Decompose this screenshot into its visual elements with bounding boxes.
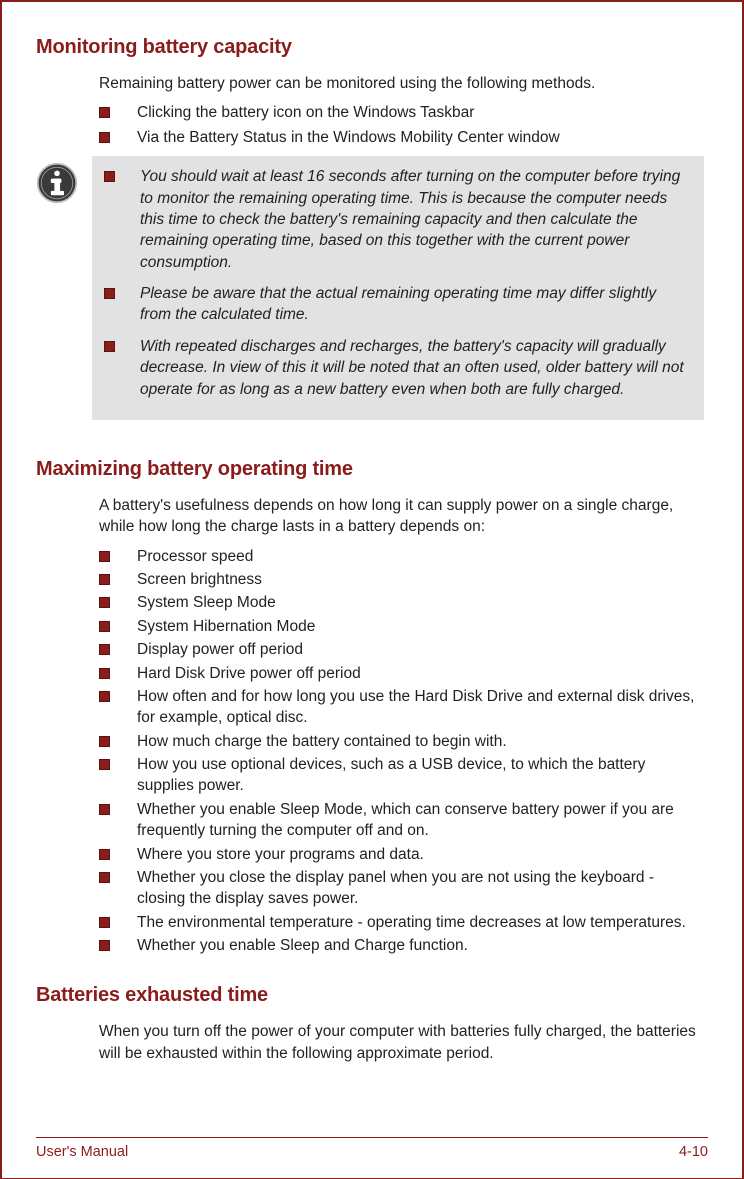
- section2-lead: A battery's usefulness depends on how lo…: [99, 495, 704, 538]
- list-item: Whether you enable Sleep Mode, which can…: [99, 799, 704, 842]
- list-item: Whether you close the display panel when…: [99, 867, 704, 910]
- list-item: Screen brightness: [99, 569, 704, 590]
- list-item: Whether you enable Sleep and Charge func…: [99, 935, 704, 956]
- heading-monitoring-battery: Monitoring battery capacity: [36, 36, 708, 59]
- section2-body: A battery's usefulness depends on how lo…: [99, 495, 704, 957]
- info-icon: [36, 162, 78, 209]
- section3-lead: When you turn off the power of your comp…: [99, 1021, 704, 1064]
- page-frame: Monitoring battery capacity Remaining ba…: [0, 0, 744, 1179]
- section2-bullets: Processor speed Screen brightness System…: [99, 546, 704, 957]
- heading-batteries-exhausted: Batteries exhausted time: [36, 984, 708, 1007]
- list-item: How you use optional devices, such as a …: [99, 754, 704, 797]
- list-item: Display power off period: [99, 639, 704, 660]
- list-item: How much charge the battery contained to…: [99, 731, 704, 752]
- list-item: Processor speed: [99, 546, 704, 567]
- list-item: Hard Disk Drive power off period: [99, 663, 704, 684]
- list-item: You should wait at least 16 seconds afte…: [104, 166, 690, 273]
- section3-body: When you turn off the power of your comp…: [99, 1021, 704, 1064]
- info-note: You should wait at least 16 seconds afte…: [36, 156, 704, 420]
- section1-lead: Remaining battery power can be monitored…: [99, 73, 704, 94]
- list-item: Where you store your programs and data.: [99, 844, 704, 865]
- list-item: With repeated discharges and recharges, …: [104, 336, 690, 400]
- footer-title: User's Manual: [36, 1144, 128, 1160]
- list-item: System Hibernation Mode: [99, 616, 704, 637]
- list-item: How often and for how long you use the H…: [99, 686, 704, 729]
- section1-bullets: Clicking the battery icon on the Windows…: [99, 102, 704, 148]
- heading-maximizing-battery: Maximizing battery operating time: [36, 458, 708, 481]
- note-bullets: You should wait at least 16 seconds afte…: [104, 166, 690, 400]
- page-content: Monitoring battery capacity Remaining ba…: [36, 30, 708, 1131]
- list-item: The environmental temperature - operatin…: [99, 912, 704, 933]
- list-item: Clicking the battery icon on the Windows…: [99, 102, 704, 123]
- footer-page-number: 4-10: [679, 1144, 708, 1160]
- list-item: Via the Battery Status in the Windows Mo…: [99, 127, 704, 148]
- info-note-content: You should wait at least 16 seconds afte…: [92, 156, 704, 420]
- list-item: Please be aware that the actual remainin…: [104, 283, 690, 326]
- page-footer: User's Manual 4-10: [36, 1137, 708, 1160]
- list-item: System Sleep Mode: [99, 592, 704, 613]
- section1-body: Remaining battery power can be monitored…: [99, 73, 704, 148]
